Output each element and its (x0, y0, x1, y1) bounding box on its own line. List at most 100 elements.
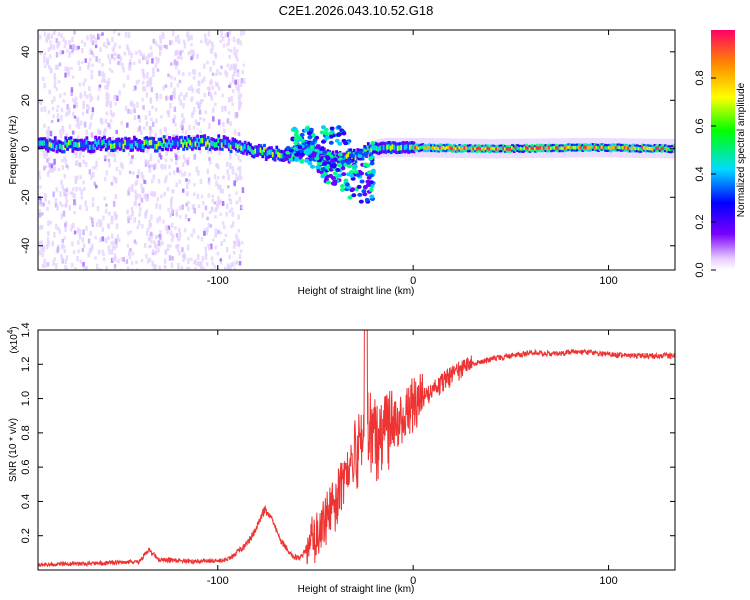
spectrum-cell (172, 118, 175, 124)
spectrum-cell (417, 146, 421, 151)
spectrum-cell (163, 191, 166, 197)
spectrum-cell (61, 257, 64, 263)
spectrum-cell (47, 157, 51, 161)
spectrum-cell (141, 143, 145, 150)
spectrum-cell (155, 244, 158, 250)
spectrum-cell (84, 78, 87, 83)
spectrum-cell (39, 50, 43, 56)
spectrum-cell (157, 240, 161, 247)
spectrum-cell (164, 142, 168, 148)
spectrum-cell (219, 184, 222, 191)
spectrum-cell (144, 180, 148, 185)
spectrum-cell (42, 76, 45, 82)
spectrum-cell (323, 127, 329, 132)
spectrum-cell (507, 147, 511, 151)
spectrum-cell (519, 146, 523, 151)
spectrum-cell (63, 192, 66, 197)
spectrum-cell (199, 117, 202, 121)
spectrum-cell (90, 245, 94, 251)
spectrum-cell (223, 238, 226, 243)
spectrum-cell (190, 233, 194, 238)
spectrum-cell (198, 72, 201, 77)
spectrum-cell (119, 268, 123, 270)
spectrum-cell (228, 162, 232, 169)
spectrum-cell (45, 142, 48, 148)
spectrum-cell (463, 146, 467, 150)
spectrum-cell (238, 96, 241, 103)
spectrum-cell (233, 180, 236, 186)
spectrum-cell (178, 139, 182, 145)
spectrum-cell (238, 260, 242, 266)
spectrum-cell (223, 128, 226, 134)
spectrum-cell (116, 53, 119, 59)
spectrum-cell (91, 171, 95, 178)
spectrum-cell (108, 140, 112, 146)
spectrogram-frame (37, 29, 676, 271)
spectrum-cell (43, 106, 47, 112)
spectrum-cell (117, 54, 121, 59)
spectrum-cell (92, 135, 96, 139)
spectrum-cell (142, 55, 145, 60)
spectrum-cell (340, 187, 346, 192)
spectrum-cell (162, 85, 166, 91)
spectrum-cell (623, 146, 627, 150)
spectrum-cell (141, 80, 145, 85)
spectrum-cell (149, 156, 152, 162)
spectrum-cell (214, 102, 217, 107)
spectrum-cell (170, 262, 174, 269)
spectrum-cell (197, 204, 201, 209)
spectrum-cell (142, 105, 145, 110)
spectrum-cell (405, 144, 409, 150)
spectrum-cell (221, 93, 224, 98)
spectrum-cell (159, 44, 163, 51)
spectrum-cell (99, 223, 102, 228)
spectrum-cell (164, 127, 167, 133)
spectrum-cell (165, 151, 168, 157)
spectrum-cell (189, 49, 193, 54)
spectrum-cell (149, 223, 152, 227)
spectrum-cell (73, 210, 76, 215)
spectrum-cell (240, 77, 244, 83)
spectrum-cell (444, 146, 448, 151)
spectrum-cell (195, 88, 199, 93)
spectrum-cell (216, 200, 219, 207)
spectrum-cell (341, 131, 347, 136)
spectrum-cell (493, 147, 497, 151)
spectrum-cell (164, 84, 168, 88)
spectrum-cell (226, 118, 230, 124)
spectrum-cell (600, 145, 604, 149)
spectrum-cell (211, 44, 214, 50)
spectrum-cell (89, 57, 92, 62)
spectrum-cell (75, 118, 78, 122)
spectrum-cell (166, 187, 170, 192)
spectrum-cell (55, 108, 59, 113)
spectrum-cell (228, 54, 231, 60)
spectrum-cell (82, 262, 85, 268)
spectrum-cell (117, 259, 120, 264)
spectrum-cell (43, 82, 46, 89)
spectrum-cell (59, 133, 63, 139)
spectrum-cell (94, 256, 97, 260)
spectrum-cell (62, 144, 66, 151)
spectrum-cell (293, 141, 299, 146)
spectrum-cell (99, 220, 103, 227)
spectrum-cell (152, 191, 155, 197)
spectrum-cell (232, 63, 235, 68)
spectrum-cell (363, 151, 369, 156)
spectrum-cell (68, 204, 71, 211)
spectrum-cell (115, 243, 118, 249)
spectrum-cell (74, 141, 78, 148)
spectrum-cell (368, 173, 374, 178)
spectrum-cell (180, 56, 183, 61)
spectrum-cell (369, 194, 375, 199)
spectrum-cell (61, 158, 64, 163)
spectrum-cell (68, 124, 72, 129)
spectrum-cell (133, 201, 137, 206)
spectrum-cell (134, 189, 137, 195)
spectrum-cell (128, 170, 132, 175)
spectrum-cell (184, 157, 187, 164)
spectrum-cell (103, 196, 106, 201)
spectrum-cell (324, 135, 330, 140)
spectrum-cell (317, 149, 321, 155)
spectrum-cell (229, 154, 232, 160)
